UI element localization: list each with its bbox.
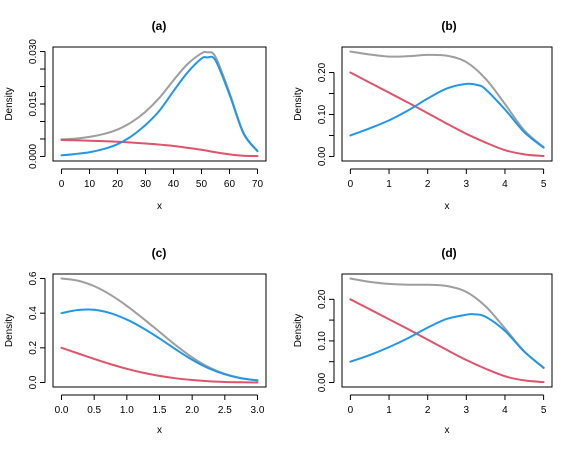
panel-a: (a) 0 10 20 30 40 50 60 70 0.000 0.015 0.030 x Densit… (4, 19, 267, 212)
y-tick-label: 0.10 (317, 331, 328, 351)
y-axis-label: Density (4, 314, 15, 347)
panel-title: (c) (152, 246, 167, 260)
x-tick-label: 60 (224, 179, 236, 190)
y-tick-label: 0.015 (28, 91, 39, 116)
series-line-1 (60, 277, 259, 382)
x-tick-label: 3 (464, 179, 470, 190)
series-line-3 (349, 313, 545, 369)
plot-frame (341, 273, 553, 388)
x-axis-label: x (445, 201, 450, 212)
x-tick-label: 0 (348, 179, 354, 190)
y-tick-label: 0.030 (28, 39, 39, 64)
panel-b: (b) 0 1 2 3 4 5 0.00 0.10 0.20 x Density (293, 19, 553, 212)
y-tick-label: 0.0 (28, 375, 39, 389)
x-tick-label: 1 (386, 405, 392, 416)
y-axis-label: Density (293, 314, 304, 347)
series-line-1 (349, 277, 545, 369)
x-tick-label: 40 (168, 179, 180, 190)
panel-d: (d) 0 1 2 3 4 5 0.00 0.10 0.20 x Density (293, 246, 553, 436)
series-line-1 (349, 50, 545, 149)
y-axis-label: Density (4, 87, 15, 120)
plot-frame (341, 46, 553, 162)
x-tick-label: 3 (464, 405, 470, 416)
x-tick-label: 5 (541, 405, 547, 416)
x-tick-label: 3.0 (251, 405, 265, 416)
series-line-1 (60, 50, 259, 152)
x-tick-label: 4 (502, 405, 508, 416)
x-tick-label: 2 (425, 179, 431, 190)
x-tick-label: 0.0 (55, 405, 69, 416)
y-tick-label: 0.00 (317, 372, 328, 392)
x-axis-label: x (157, 425, 162, 436)
y-tick-label: 0.4 (28, 306, 39, 320)
x-tick-label: 2.5 (218, 405, 232, 416)
y-tick-label: 0.000 (28, 143, 39, 168)
plot-frame (52, 273, 267, 388)
series-line-2 (349, 298, 545, 384)
y-tick-label: 0.20 (317, 289, 328, 309)
x-axis-label: x (157, 201, 162, 212)
x-tick-label: 10 (84, 179, 96, 190)
series-line-3 (60, 308, 259, 382)
y-tick-label: 0.10 (317, 104, 328, 124)
series-line-3 (60, 55, 259, 157)
x-tick-label: 4 (502, 179, 508, 190)
x-tick-label: 2.0 (185, 405, 199, 416)
x-tick-label: 70 (252, 179, 264, 190)
x-tick-label: 1 (386, 179, 392, 190)
y-axis-label: Density (293, 87, 304, 120)
series-line-3 (349, 82, 545, 149)
y-tick-label: 0.20 (317, 62, 328, 82)
x-tick-label: 20 (112, 179, 124, 190)
panel-title: (d) (441, 246, 456, 260)
x-tick-label: 2 (425, 405, 431, 416)
x-tick-label: 0.5 (87, 405, 101, 416)
x-tick-label: 50 (196, 179, 208, 190)
x-tick-label: 30 (140, 179, 152, 190)
series-line-2 (60, 139, 259, 158)
y-tick-label: 0.00 (317, 146, 328, 166)
panel-title: (b) (441, 19, 456, 33)
x-axis-label: x (445, 425, 450, 436)
series-line-2 (349, 71, 545, 158)
x-tick-label: 0 (59, 179, 65, 190)
series-line-2 (60, 346, 259, 384)
x-tick-label: 1.0 (120, 405, 134, 416)
x-tick-label: 1.5 (153, 405, 167, 416)
y-tick-label: 0.2 (28, 340, 39, 354)
panel-title: (a) (152, 19, 167, 33)
x-tick-label: 5 (541, 179, 547, 190)
plot-frame (52, 46, 267, 162)
x-tick-label: 0 (348, 405, 354, 416)
panel-c: (c) 0.0 0.5 1.0 1.5 2.0 2.5 3.0 0.0 0.2 0.4 0.6 x Den… (4, 246, 267, 436)
y-tick-label: 0.6 (28, 271, 39, 285)
